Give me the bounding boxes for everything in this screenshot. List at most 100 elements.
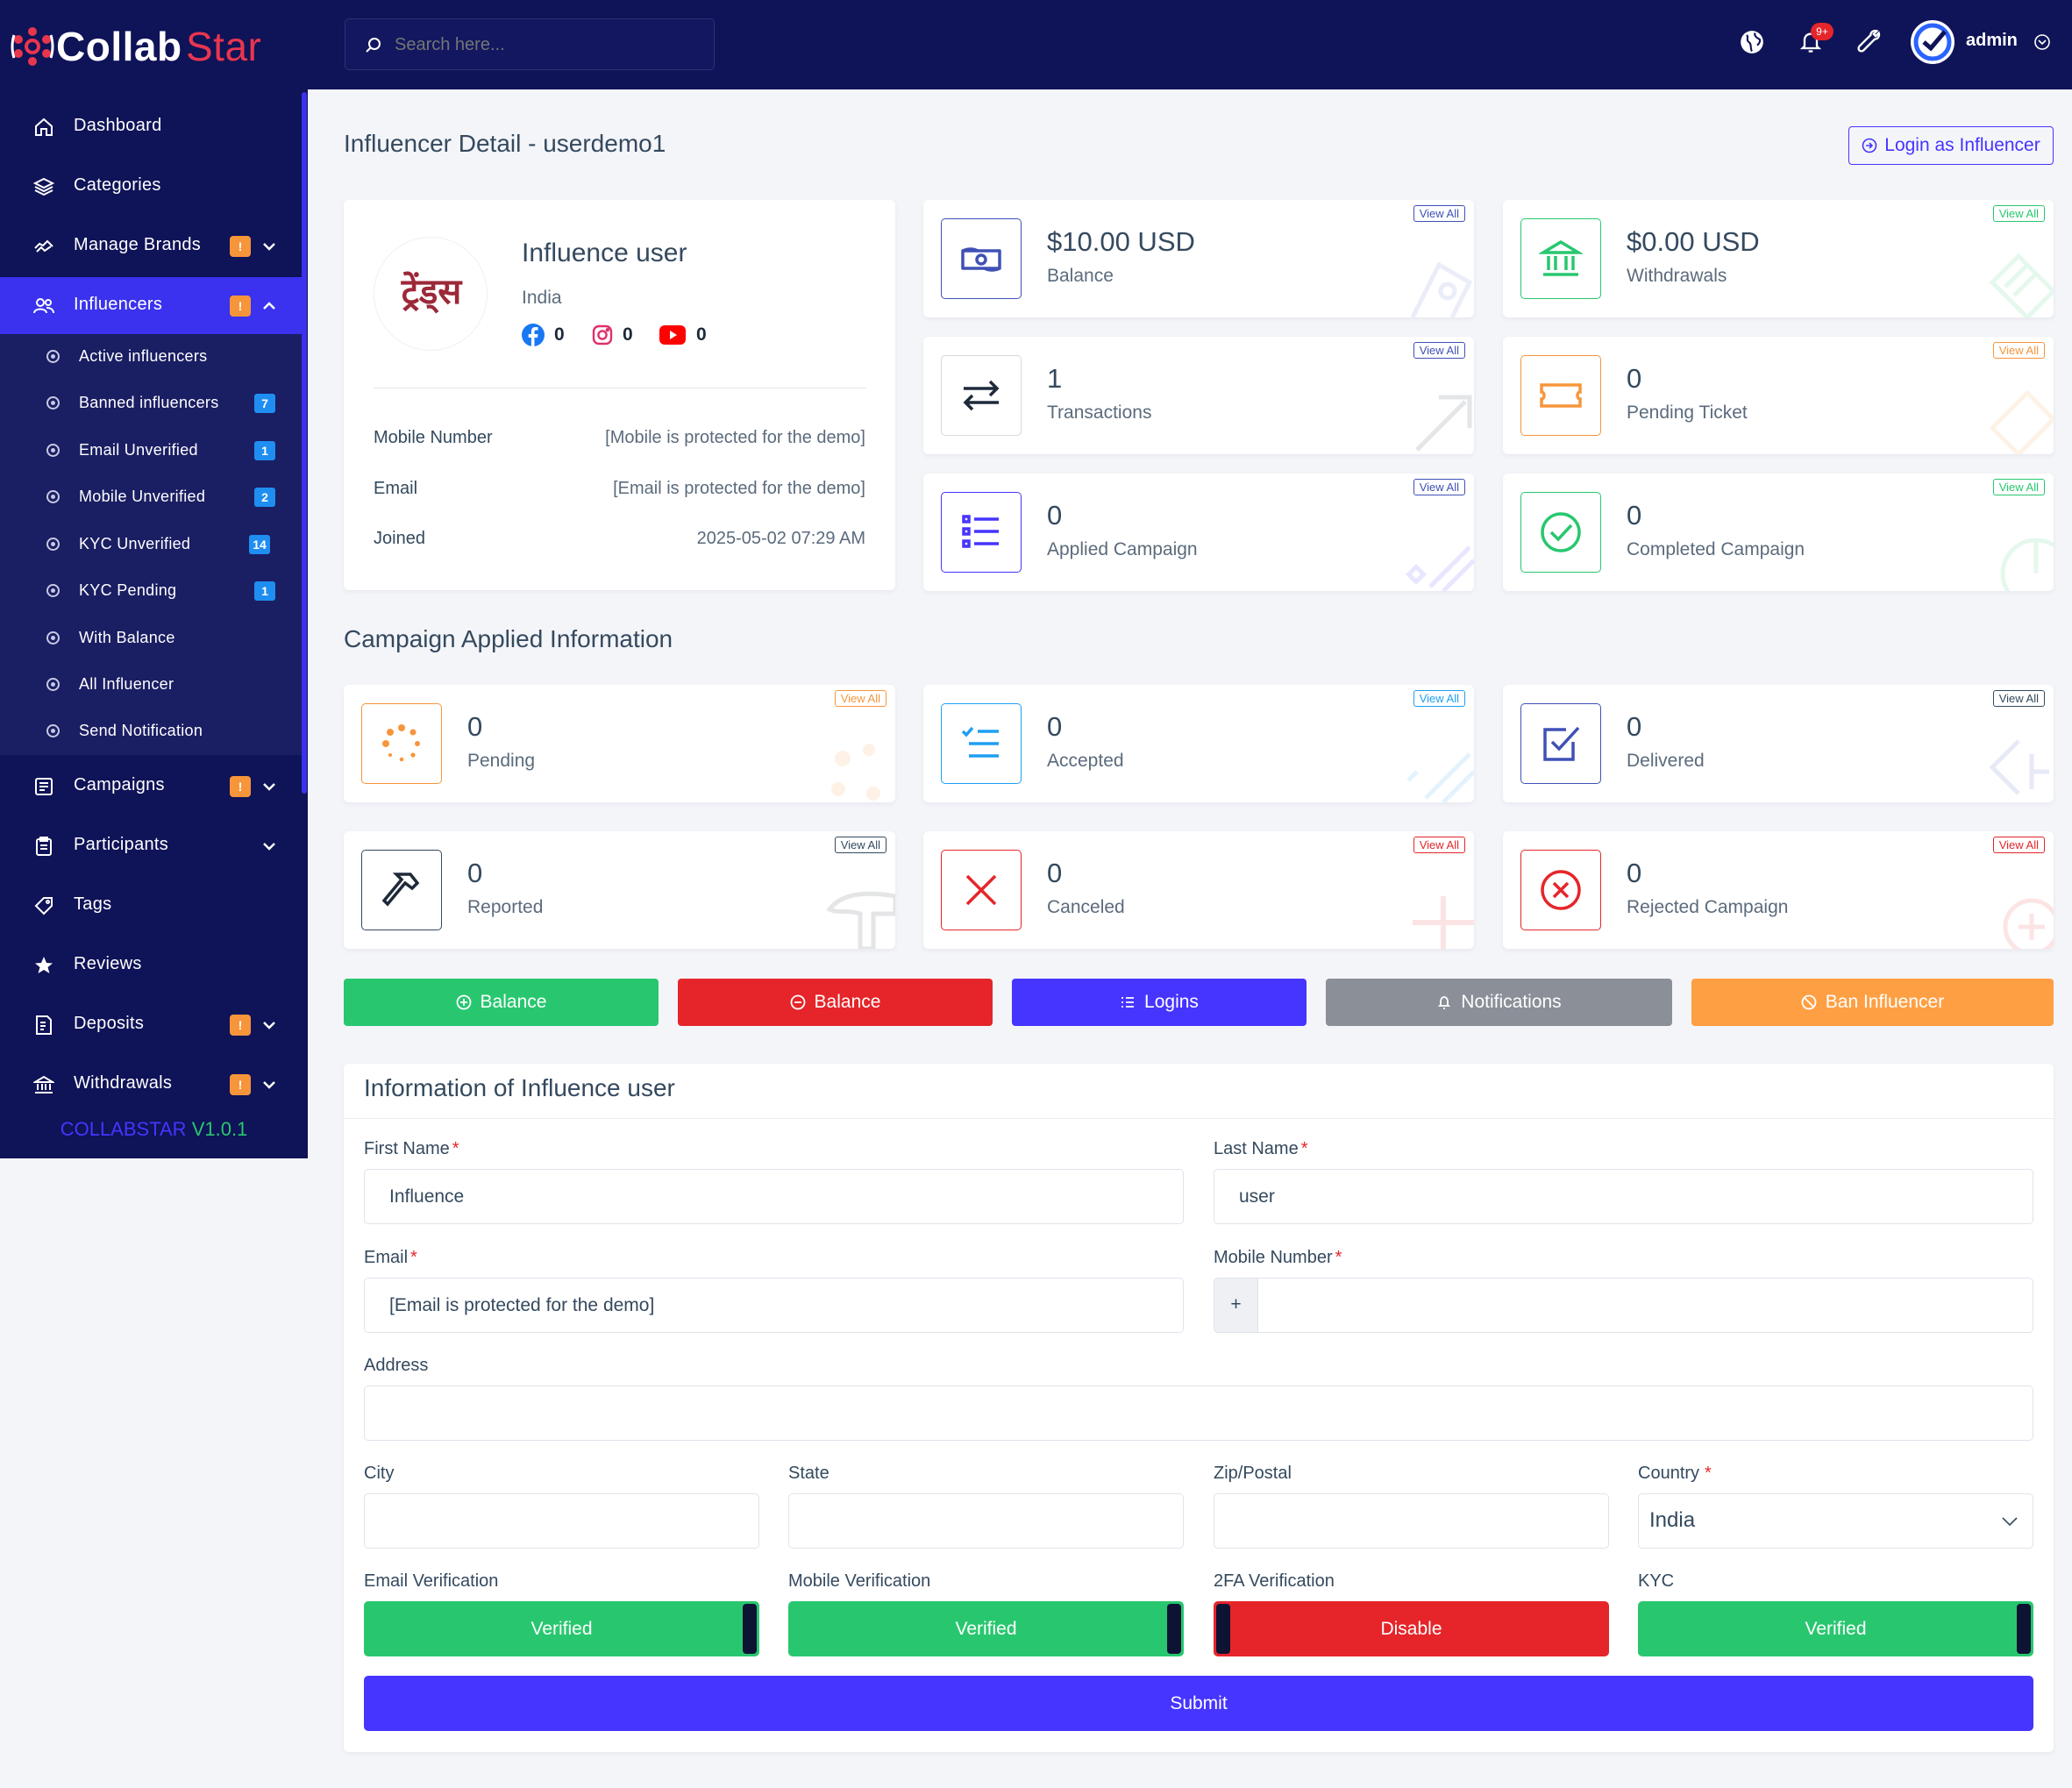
view-all-link[interactable]: View All	[1992, 690, 2045, 707]
view-all-link[interactable]: View All	[1413, 837, 1465, 853]
sidebar-item-manage-brands[interactable]: Manage Brands !	[0, 217, 302, 275]
submenu-item-active-influencers[interactable]: Active influencers	[0, 333, 302, 380]
view-all-link[interactable]: View All	[834, 690, 886, 707]
alert-badge: !	[230, 236, 251, 257]
profile-row-value: [Mobile is protected for the demo]	[605, 428, 865, 447]
profile-row-label: Email	[374, 479, 418, 498]
submenu-item-kyc-unverified[interactable]: KYC Unverified 14	[0, 521, 302, 567]
user-menu[interactable]: admin	[1910, 18, 2068, 68]
email-input[interactable]	[364, 1278, 1184, 1333]
count-badge: 1	[254, 441, 275, 460]
version-name: COLLABSTAR	[60, 1118, 187, 1140]
submenu-item-email-unverified[interactable]: Email Unverified 1	[0, 427, 302, 474]
view-all-link[interactable]: View All	[1413, 342, 1465, 359]
search-input[interactable]	[395, 30, 701, 60]
wrench-icon[interactable]	[1856, 29, 1881, 53]
checkbox-icon	[1543, 726, 1580, 761]
brand-name-a: Collab	[56, 24, 182, 69]
view-all-link[interactable]: View All	[834, 837, 886, 853]
sidebar-item-dashboard[interactable]: Dashboard	[0, 98, 302, 156]
widget-icon-box	[1520, 850, 1601, 930]
version-label: COLLABSTAR V1.0.1	[0, 1118, 308, 1141]
submenu-item-banned-influencers[interactable]: Banned influencers 7	[0, 380, 302, 426]
notification-bell[interactable]: 9+	[1798, 23, 1833, 58]
campaign-widget-delivered: 0 Delivered View All	[1503, 685, 2054, 802]
toggle-knob	[743, 1604, 757, 1654]
page-title: Influencer Detail - userdemo1	[344, 130, 666, 157]
login-as-influencer-button[interactable]: Login as Influencer	[1848, 126, 2054, 165]
logins-button[interactable]: Logins	[1012, 979, 1307, 1026]
toggle-label: Verified	[1805, 1619, 1867, 1639]
view-all-link[interactable]: View All	[1413, 690, 1465, 707]
brand-logo[interactable]: Collab Star	[11, 19, 274, 72]
submenu-item-mobile-unverified[interactable]: Mobile Unverified 2	[0, 474, 302, 520]
sidebar-item-label: Withdrawals	[74, 1073, 173, 1093]
facebook-count: 0	[554, 324, 565, 345]
sidebar-item-categories[interactable]: Categories	[0, 158, 302, 216]
subtract-balance-button[interactable]: Balance	[678, 979, 993, 1026]
bell-icon	[1438, 996, 1451, 1009]
sidebar-scrollbar[interactable]	[302, 92, 307, 794]
kyc-toggle[interactable]: Verified	[1638, 1601, 2033, 1656]
mobile-input[interactable]	[1257, 1278, 2033, 1333]
submenu-item-with-balance[interactable]: With Balance	[0, 615, 302, 661]
widget-value: 0	[467, 858, 483, 888]
state-input[interactable]	[788, 1493, 1184, 1549]
chevron-down-icon	[263, 783, 275, 791]
chevron-down-circle-icon	[2034, 34, 2050, 50]
profile-name: Influence user	[522, 239, 687, 267]
submenu-item-all-influencer[interactable]: All Influencer	[0, 661, 302, 708]
view-all-link[interactable]: View All	[1413, 205, 1465, 222]
view-all-link[interactable]: View All	[1992, 205, 2045, 222]
ban-influencer-button[interactable]: Ban Influencer	[1691, 979, 2054, 1026]
submit-button[interactable]: Submit	[364, 1676, 2033, 1731]
search-box[interactable]	[345, 18, 715, 70]
widget-label: Delivered	[1627, 751, 1705, 771]
widget-label: Completed Campaign	[1627, 539, 1805, 559]
youtube-icon	[659, 325, 686, 345]
address-label: Address	[364, 1356, 429, 1375]
circle-dot-icon	[46, 538, 60, 551]
mobile-verification-toggle[interactable]: Verified	[788, 1601, 1184, 1656]
last-name-input[interactable]	[1214, 1169, 2033, 1224]
widget-value: $10.00 USD	[1047, 226, 1195, 257]
globe-icon[interactable]	[1740, 30, 1764, 54]
submenu-item-send-notification[interactable]: Send Notification	[0, 708, 302, 754]
address-input[interactable]	[364, 1386, 2033, 1441]
sidebar-item-influencers[interactable]: Influencers !	[0, 277, 302, 335]
sidebar-item-tags[interactable]: Tags	[0, 877, 302, 935]
notifications-button[interactable]: Notifications	[1326, 979, 1672, 1026]
sidebar-item-reviews[interactable]: Reviews	[0, 937, 302, 994]
user-name: admin	[1966, 31, 2018, 50]
sidebar-item-campaigns[interactable]: Campaigns !	[0, 758, 302, 816]
city-label: City	[364, 1464, 395, 1483]
submenu-item-kyc-pending[interactable]: KYC Pending 1	[0, 567, 302, 614]
zip-input[interactable]	[1214, 1493, 1609, 1549]
sidebar-item-participants[interactable]: Participants	[0, 817, 302, 875]
widget-value: 0	[1047, 500, 1063, 531]
first-name-input[interactable]	[364, 1169, 1184, 1224]
view-all-link[interactable]: View All	[1992, 479, 2045, 495]
view-all-link[interactable]: View All	[1992, 837, 2045, 853]
sidebar-item-deposits[interactable]: Deposits !	[0, 996, 302, 1054]
sidebar-item-label: Participants	[74, 835, 169, 854]
email-verification-toggle[interactable]: Verified	[364, 1601, 759, 1656]
sidebar-item-withdrawals[interactable]: Withdrawals !	[0, 1056, 302, 1114]
chevron-down-icon	[263, 1022, 275, 1029]
add-balance-button[interactable]: Balance	[344, 979, 659, 1026]
profile-row-value: 2025-05-02 07:29 AM	[696, 529, 865, 548]
bank-icon	[1539, 239, 1583, 276]
view-all-link[interactable]: View All	[1413, 479, 1465, 495]
login-as-label: Login as Influencer	[1884, 135, 2040, 155]
country-select[interactable]: India	[1638, 1493, 2033, 1549]
city-input[interactable]	[364, 1493, 759, 1549]
widget-pending-ticket: 0 Pending Ticket View All	[1503, 337, 2054, 454]
view-all-link[interactable]: View All	[1992, 342, 2045, 359]
bank-icon	[33, 1075, 54, 1093]
toggle-label: Verified	[530, 1619, 593, 1639]
widget-label: Applied Campaign	[1047, 539, 1198, 559]
2fa-verification-toggle[interactable]: Disable	[1214, 1601, 1609, 1656]
alert-badge: !	[230, 776, 251, 797]
money-bg-icon	[1410, 261, 1473, 317]
spinner-icon	[382, 724, 420, 762]
